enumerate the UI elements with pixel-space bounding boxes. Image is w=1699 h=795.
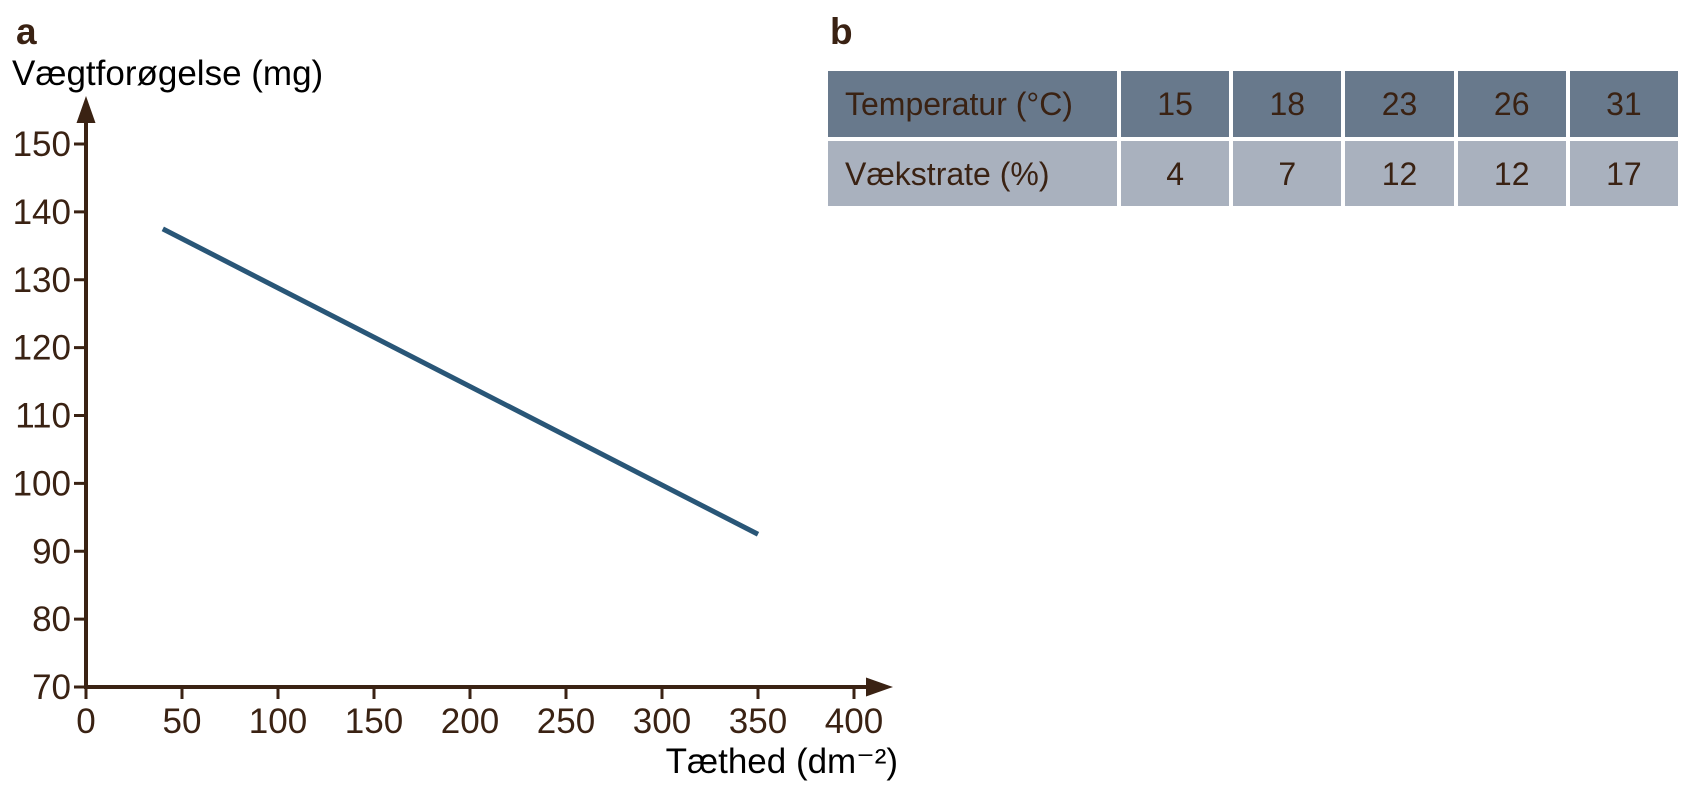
x-axis-title: Tæthed (dm⁻²) <box>666 742 898 781</box>
table-header-value-cell: 15 <box>1121 71 1230 137</box>
table-header-value-cell: 31 <box>1569 71 1678 137</box>
x-tick-label: 50 <box>163 702 202 741</box>
chart-axes-group: 70 80 90 100 110 120 130 140 150 0 50 100 150 200 250 3… <box>13 96 893 741</box>
table-header-label-cell: Temperatur (°C) <box>828 71 1117 137</box>
y-tick-label: 120 <box>13 329 71 368</box>
y-tick-label: 130 <box>13 261 71 300</box>
table-value-cell: 12 <box>1345 141 1454 206</box>
x-tick-label: 200 <box>441 702 499 741</box>
y-axis-title: Vægtforøgelse (mg) <box>12 54 323 93</box>
table-header-value-cell: 18 <box>1233 71 1342 137</box>
y-tick-label: 80 <box>32 600 71 639</box>
table-header-value-cell: 26 <box>1457 71 1566 137</box>
table-value-cell: 7 <box>1233 141 1342 206</box>
temperature-growth-table: Temperatur (°C) 15 18 23 26 31 Vækstrate (%) 4 7… <box>828 71 1678 206</box>
panel-a-label: a <box>16 11 37 52</box>
y-axis-arrow <box>76 96 96 123</box>
table-value-cell: 4 <box>1121 141 1230 206</box>
y-tick-label: 100 <box>13 464 71 503</box>
y-tick-label: 110 <box>15 397 71 436</box>
table-value-cell: 17 <box>1569 141 1678 206</box>
panel-b-label: b <box>830 11 853 52</box>
data-line <box>161 226 760 537</box>
table-value-cell: 12 <box>1457 141 1566 206</box>
x-tick-label: 250 <box>537 702 595 741</box>
y-tick-label: 150 <box>13 125 71 164</box>
x-tick-label: 350 <box>729 702 787 741</box>
x-tick-label: 100 <box>249 702 307 741</box>
y-tick-label: 90 <box>32 532 71 571</box>
table-header-value-cell: 23 <box>1345 71 1454 137</box>
line-chart: Vægtforøgelse (mg) Tæthed (dm⁻²) 70 80 90 1… <box>12 54 898 781</box>
x-tick-label: 0 <box>76 702 95 741</box>
x-tick-label: 150 <box>345 702 403 741</box>
y-tick-label: 140 <box>13 193 71 232</box>
x-axis-arrow <box>866 677 893 697</box>
x-tick-label: 300 <box>633 702 691 741</box>
x-tick-label: 400 <box>825 702 883 741</box>
table-row-label-cell: Vækstrate (%) <box>828 141 1117 206</box>
y-tick-label: 70 <box>32 668 71 707</box>
